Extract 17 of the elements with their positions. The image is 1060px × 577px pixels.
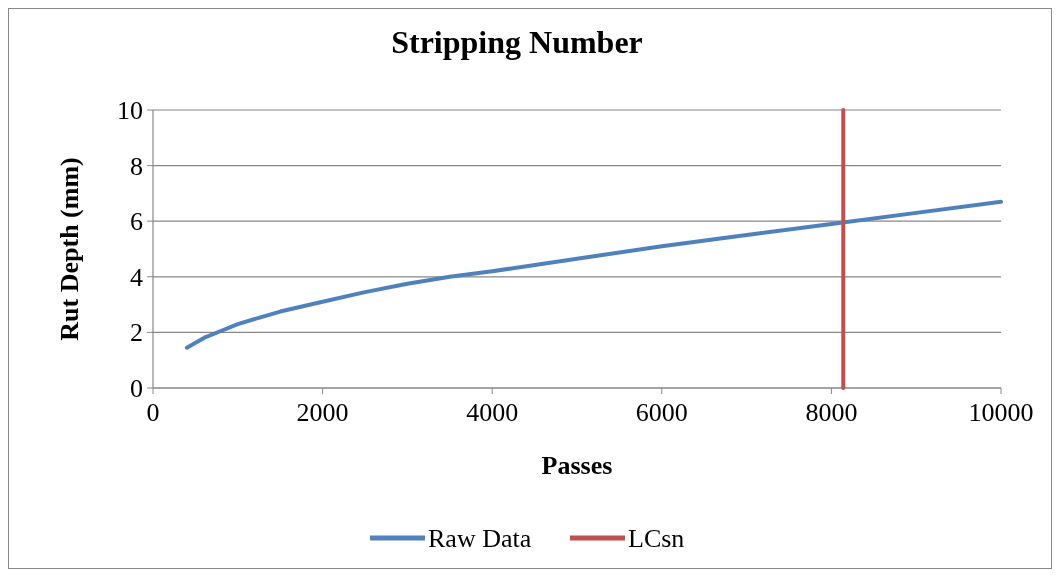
legend-label: Raw Data — [428, 524, 532, 553]
y-tick-label: 8 — [130, 151, 143, 181]
y-tick-label: 10 — [117, 96, 143, 125]
x-tick-label: 10000 — [968, 398, 1034, 427]
y-axis-title: Rut Depth (mm) — [55, 157, 84, 341]
x-tick-label: 8000 — [805, 398, 858, 427]
y-tick-label: 0 — [130, 374, 143, 403]
x-tick-label: 6000 — [635, 398, 688, 427]
line-series — [184, 199, 1003, 350]
y-tick-label: 4 — [130, 262, 143, 292]
x-tick-label: 2000 — [296, 398, 349, 427]
legend-label: LCsn — [628, 524, 685, 553]
y-tick-label: 6 — [130, 207, 143, 237]
x-tick-label: 4000 — [466, 398, 519, 427]
y-tick-label: 2 — [130, 318, 143, 348]
chart-title: Stripping Number — [391, 24, 643, 60]
x-axis-title: Passes — [541, 451, 613, 480]
